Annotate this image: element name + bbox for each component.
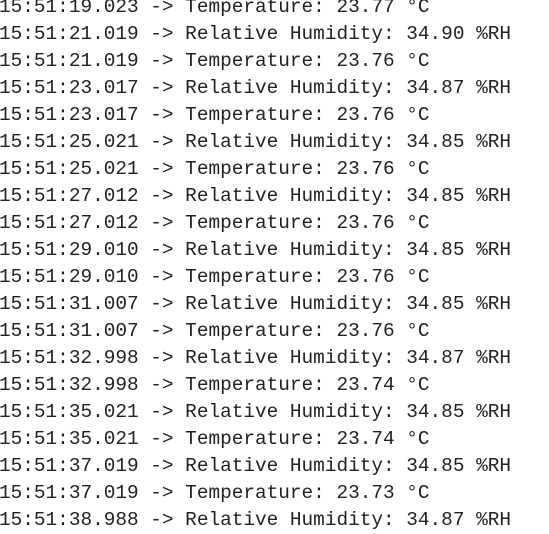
log-line: 15:51:31.007 -> Temperature: 23.76 °C <box>0 320 430 342</box>
log-line: 15:51:21.019 -> Temperature: 23.76 °C <box>0 50 430 72</box>
log-line: 15:51:27.012 -> Relative Humidity: 34.85… <box>0 185 511 207</box>
log-line: 15:51:37.019 -> Temperature: 23.73 °C <box>0 482 430 504</box>
log-line: 15:51:23.017 -> Temperature: 23.76 °C <box>0 104 430 126</box>
log-line: 15:51:25.021 -> Temperature: 23.76 °C <box>0 158 430 180</box>
log-line: 15:51:21.019 -> Relative Humidity: 34.90… <box>0 23 511 45</box>
output-log: 15:51:19.023 -> Temperature: 23.77 °C 15:… <box>0 0 511 531</box>
log-line: 15:51:23.017 -> Relative Humidity: 34.87… <box>0 77 511 99</box>
log-line: 15:51:19.023 -> Temperature: 23.77 °C <box>0 0 430 18</box>
log-line: 15:51:31.007 -> Relative Humidity: 34.85… <box>0 293 511 315</box>
log-line: 15:51:32.998 -> Temperature: 23.74 °C <box>0 374 430 396</box>
log-line: 15:51:32.998 -> Relative Humidity: 34.87… <box>0 347 511 369</box>
log-line: 15:51:29.010 -> Temperature: 23.76 °C <box>0 266 430 288</box>
log-line: 15:51:38.988 -> Relative Humidity: 34.87… <box>0 509 511 531</box>
log-line: 15:51:35.021 -> Relative Humidity: 34.85… <box>0 401 511 423</box>
log-line: 15:51:27.012 -> Temperature: 23.76 °C <box>0 212 430 234</box>
log-line: 15:51:37.019 -> Relative Humidity: 34.85… <box>0 455 511 477</box>
log-line: 15:51:35.021 -> Temperature: 23.74 °C <box>0 428 430 450</box>
log-line: 15:51:25.021 -> Relative Humidity: 34.85… <box>0 131 511 153</box>
log-line: 15:51:29.010 -> Relative Humidity: 34.85… <box>0 239 511 261</box>
